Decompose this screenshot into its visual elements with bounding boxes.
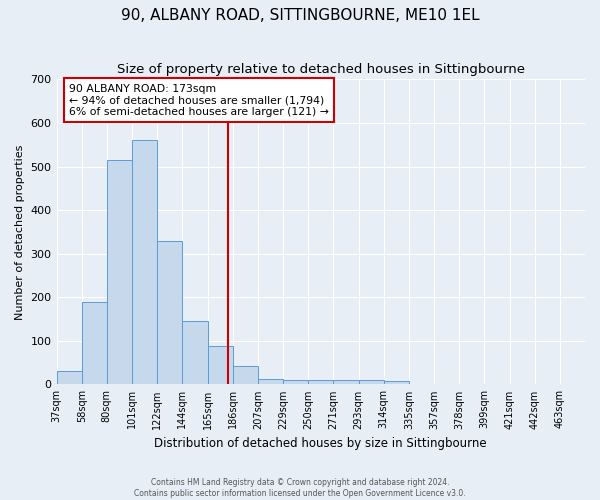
Title: Size of property relative to detached houses in Sittingbourne: Size of property relative to detached ho… [117, 62, 525, 76]
Bar [383, 382, 409, 384]
X-axis label: Distribution of detached houses by size in Sittingbourne: Distribution of detached houses by size … [154, 437, 487, 450]
Bar [132, 140, 157, 384]
Text: 90 ALBANY ROAD: 173sqm
← 94% of detached houses are smaller (1,794)
6% of semi-d: 90 ALBANY ROAD: 173sqm ← 94% of detached… [69, 84, 329, 117]
Bar [233, 366, 258, 384]
Bar [82, 302, 107, 384]
Bar [308, 380, 334, 384]
Bar [208, 346, 233, 385]
Text: 90, ALBANY ROAD, SITTINGBOURNE, ME10 1EL: 90, ALBANY ROAD, SITTINGBOURNE, ME10 1EL [121, 8, 479, 22]
Y-axis label: Number of detached properties: Number of detached properties [15, 144, 25, 320]
Bar [107, 160, 132, 384]
Bar [56, 372, 82, 384]
Bar [334, 380, 359, 384]
Bar [359, 380, 383, 384]
Text: Contains HM Land Registry data © Crown copyright and database right 2024.
Contai: Contains HM Land Registry data © Crown c… [134, 478, 466, 498]
Bar [258, 379, 283, 384]
Bar [182, 322, 208, 384]
Bar [157, 240, 182, 384]
Bar [283, 380, 308, 384]
